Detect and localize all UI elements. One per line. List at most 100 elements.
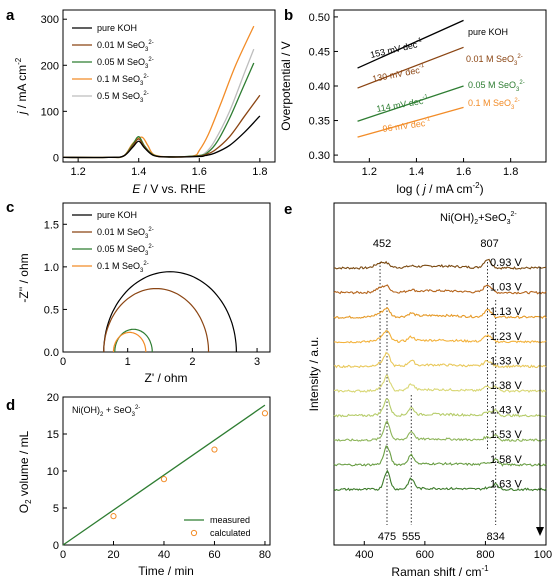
d-legend-measured: measured xyxy=(210,515,250,525)
x-tick-label: 1.6 xyxy=(192,166,207,178)
c-ylabel: -Z'' / ohm xyxy=(17,253,31,302)
d-note: Ni(OH)2 + SeO32- xyxy=(72,405,140,418)
panel-c: c 0 1 2 3 0.0 0.5 1.0 1.5 pure KOH 0.01 M SeO32… xyxy=(6,199,271,385)
b-slope-001: 130 mV dec-1 xyxy=(371,63,426,84)
c-legend-001: 0.01 M SeO32- xyxy=(97,227,154,240)
e-peak-number: 555 xyxy=(402,531,420,543)
b-label-005-text: 0.05 M SeO xyxy=(468,80,516,90)
b-slope-pure-text: 153 mV dec xyxy=(369,39,419,60)
x-tick-label: 1 xyxy=(125,356,131,368)
e-voltage-label: 1.53 V xyxy=(490,429,522,441)
a-legend-005-text: 0.05 M SeO xyxy=(97,57,145,67)
c-legend-01: 0.1 M SeO32- xyxy=(97,261,149,274)
panel-d-letter: d xyxy=(6,397,15,414)
x-tick-label: 1.2 xyxy=(362,166,377,178)
panel-b: b 1.2 1.4 1.6 1.8 0.30 0.35 0.40 0.45 0.50 pure … xyxy=(279,7,547,196)
e-peak-number: 834 xyxy=(487,531,505,543)
x-tick-label: 80 xyxy=(259,549,271,561)
e-spectrum xyxy=(333,351,547,369)
c-nyquist-arc xyxy=(103,271,237,353)
e-spectrum xyxy=(334,329,547,344)
e-spectrum xyxy=(333,307,547,320)
panel-b-lines xyxy=(357,19,464,138)
panel-a-frame xyxy=(62,9,276,163)
x-tick-label: 40 xyxy=(158,549,170,561)
c-legend-005-text: 0.05 M SeO xyxy=(97,244,145,254)
d-calculated-point xyxy=(160,476,168,483)
e-voltage-label: 1.43 V xyxy=(490,405,522,417)
x-tick-label: 2 xyxy=(189,356,195,368)
e-voltage-label: 1.58 V xyxy=(490,454,522,466)
panel-c-arcs xyxy=(103,271,237,353)
e-spectrum xyxy=(333,258,547,270)
e-voltage-label: 1.13 V xyxy=(490,306,522,318)
e-spectrum xyxy=(333,445,547,467)
d-xlabel: Time / min xyxy=(138,564,194,578)
e-voltage-label: 1.63 V xyxy=(490,478,522,490)
y-tick-label: 300 xyxy=(41,14,59,26)
b-slope-01-text: 96 mV dec xyxy=(382,118,426,134)
y-tick-label: 10 xyxy=(47,466,59,478)
panel-b-ticks: 1.2 1.4 1.6 1.8 0.30 0.35 0.40 0.45 0.50 xyxy=(309,12,519,178)
c-nyquist-arc xyxy=(103,288,210,352)
x-tick-label: 0 xyxy=(60,549,66,561)
panel-a: a 1.2 1.4 1.6 1.8 0 100 200 300 pure KOH 0.01 M… xyxy=(6,7,276,196)
x-tick-label: 1.8 xyxy=(252,166,267,178)
e-voltage-label: 0.93 V xyxy=(490,257,522,269)
y-tick-label: 0.5 xyxy=(44,304,59,316)
x-tick-label: 1.4 xyxy=(409,166,424,178)
e-peak-number: 452 xyxy=(373,238,391,250)
b-slope-005-text: 114 mV dec xyxy=(376,96,425,114)
panel-d-ticks: 0 20 40 60 80 0 5 10 15 20 xyxy=(47,392,271,561)
e-voltage-label: 1.03 V xyxy=(490,282,522,294)
e-peak-number: 475 xyxy=(378,531,396,543)
x-tick-label: 1.8 xyxy=(503,166,518,178)
panel-e-voltage-labels: 0.93 V 1.03 V 1.13 V 1.23 V 1.33 V 1.38 V 1.43… xyxy=(490,257,522,490)
d-calculated-point xyxy=(211,446,218,453)
e-spectrum xyxy=(333,420,547,442)
panel-a-legend: pure KOH 0.01 M SeO32- 0.05 M SeO32- 0.1… xyxy=(72,23,154,104)
panel-c-ticks: 0 1 2 3 0.0 0.5 1.0 1.5 xyxy=(44,219,260,368)
c-nyquist-arc xyxy=(114,328,153,353)
a-legend-05-text: 0.5 M SeO xyxy=(97,91,140,101)
y-tick-label: 0.35 xyxy=(309,116,330,128)
x-tick-label: 600 xyxy=(416,549,434,561)
y-tick-label: 20 xyxy=(47,392,59,404)
a-legend-001-text: 0.01 M SeO xyxy=(97,40,145,50)
c-legend-001-text: 0.01 M SeO xyxy=(97,227,145,237)
x-tick-label: 1.6 xyxy=(456,166,471,178)
panel-a-curves xyxy=(62,25,261,159)
a-legend-05: 0.5 M SeO32- xyxy=(97,91,149,104)
b-ylabel: Overpotential / V xyxy=(279,41,293,130)
d-legend-calculated: calculated xyxy=(210,528,251,538)
x-tick-label: 60 xyxy=(208,549,220,561)
e-voltage-label: 1.23 V xyxy=(490,331,522,343)
b-label-01-text: 0.1 M SeO xyxy=(468,98,511,108)
e-arrow-head xyxy=(536,527,544,536)
y-tick-label: 15 xyxy=(47,429,59,441)
b-tafel-line xyxy=(357,46,464,89)
e-title: Ni(OH)2+SeO32- xyxy=(440,211,517,226)
panel-e-spectra xyxy=(333,258,547,492)
a-legend-01: 0.1 M SeO32- xyxy=(97,74,149,87)
y-tick-label: 1.5 xyxy=(44,219,59,231)
b-label-pure: pure KOH xyxy=(468,27,508,37)
b-tafel-line xyxy=(357,19,464,69)
e-title-text: Ni(OH) xyxy=(440,212,474,224)
b-xlabel: log ( j / mA cm-2) xyxy=(396,181,483,196)
y-tick-label: 0.40 xyxy=(309,81,330,93)
a-legend-005: 0.05 M SeO32- xyxy=(97,57,154,70)
y-tick-label: 100 xyxy=(41,106,59,118)
a-curve xyxy=(62,62,255,159)
panel-d-data xyxy=(62,404,269,546)
d-measured-line xyxy=(62,404,266,546)
a-curve xyxy=(62,94,261,159)
panel-c-legend: pure KOH 0.01 M SeO32- 0.05 M SeO32- 0.1… xyxy=(72,210,154,274)
a-xlabel: E / V vs. RHE xyxy=(132,182,205,196)
panel-d-legend: measured calculated xyxy=(184,515,251,538)
b-label-005: 0.05 M SeO32- xyxy=(468,80,525,93)
panel-c-frame xyxy=(62,202,271,353)
b-tafel-line xyxy=(357,106,464,138)
